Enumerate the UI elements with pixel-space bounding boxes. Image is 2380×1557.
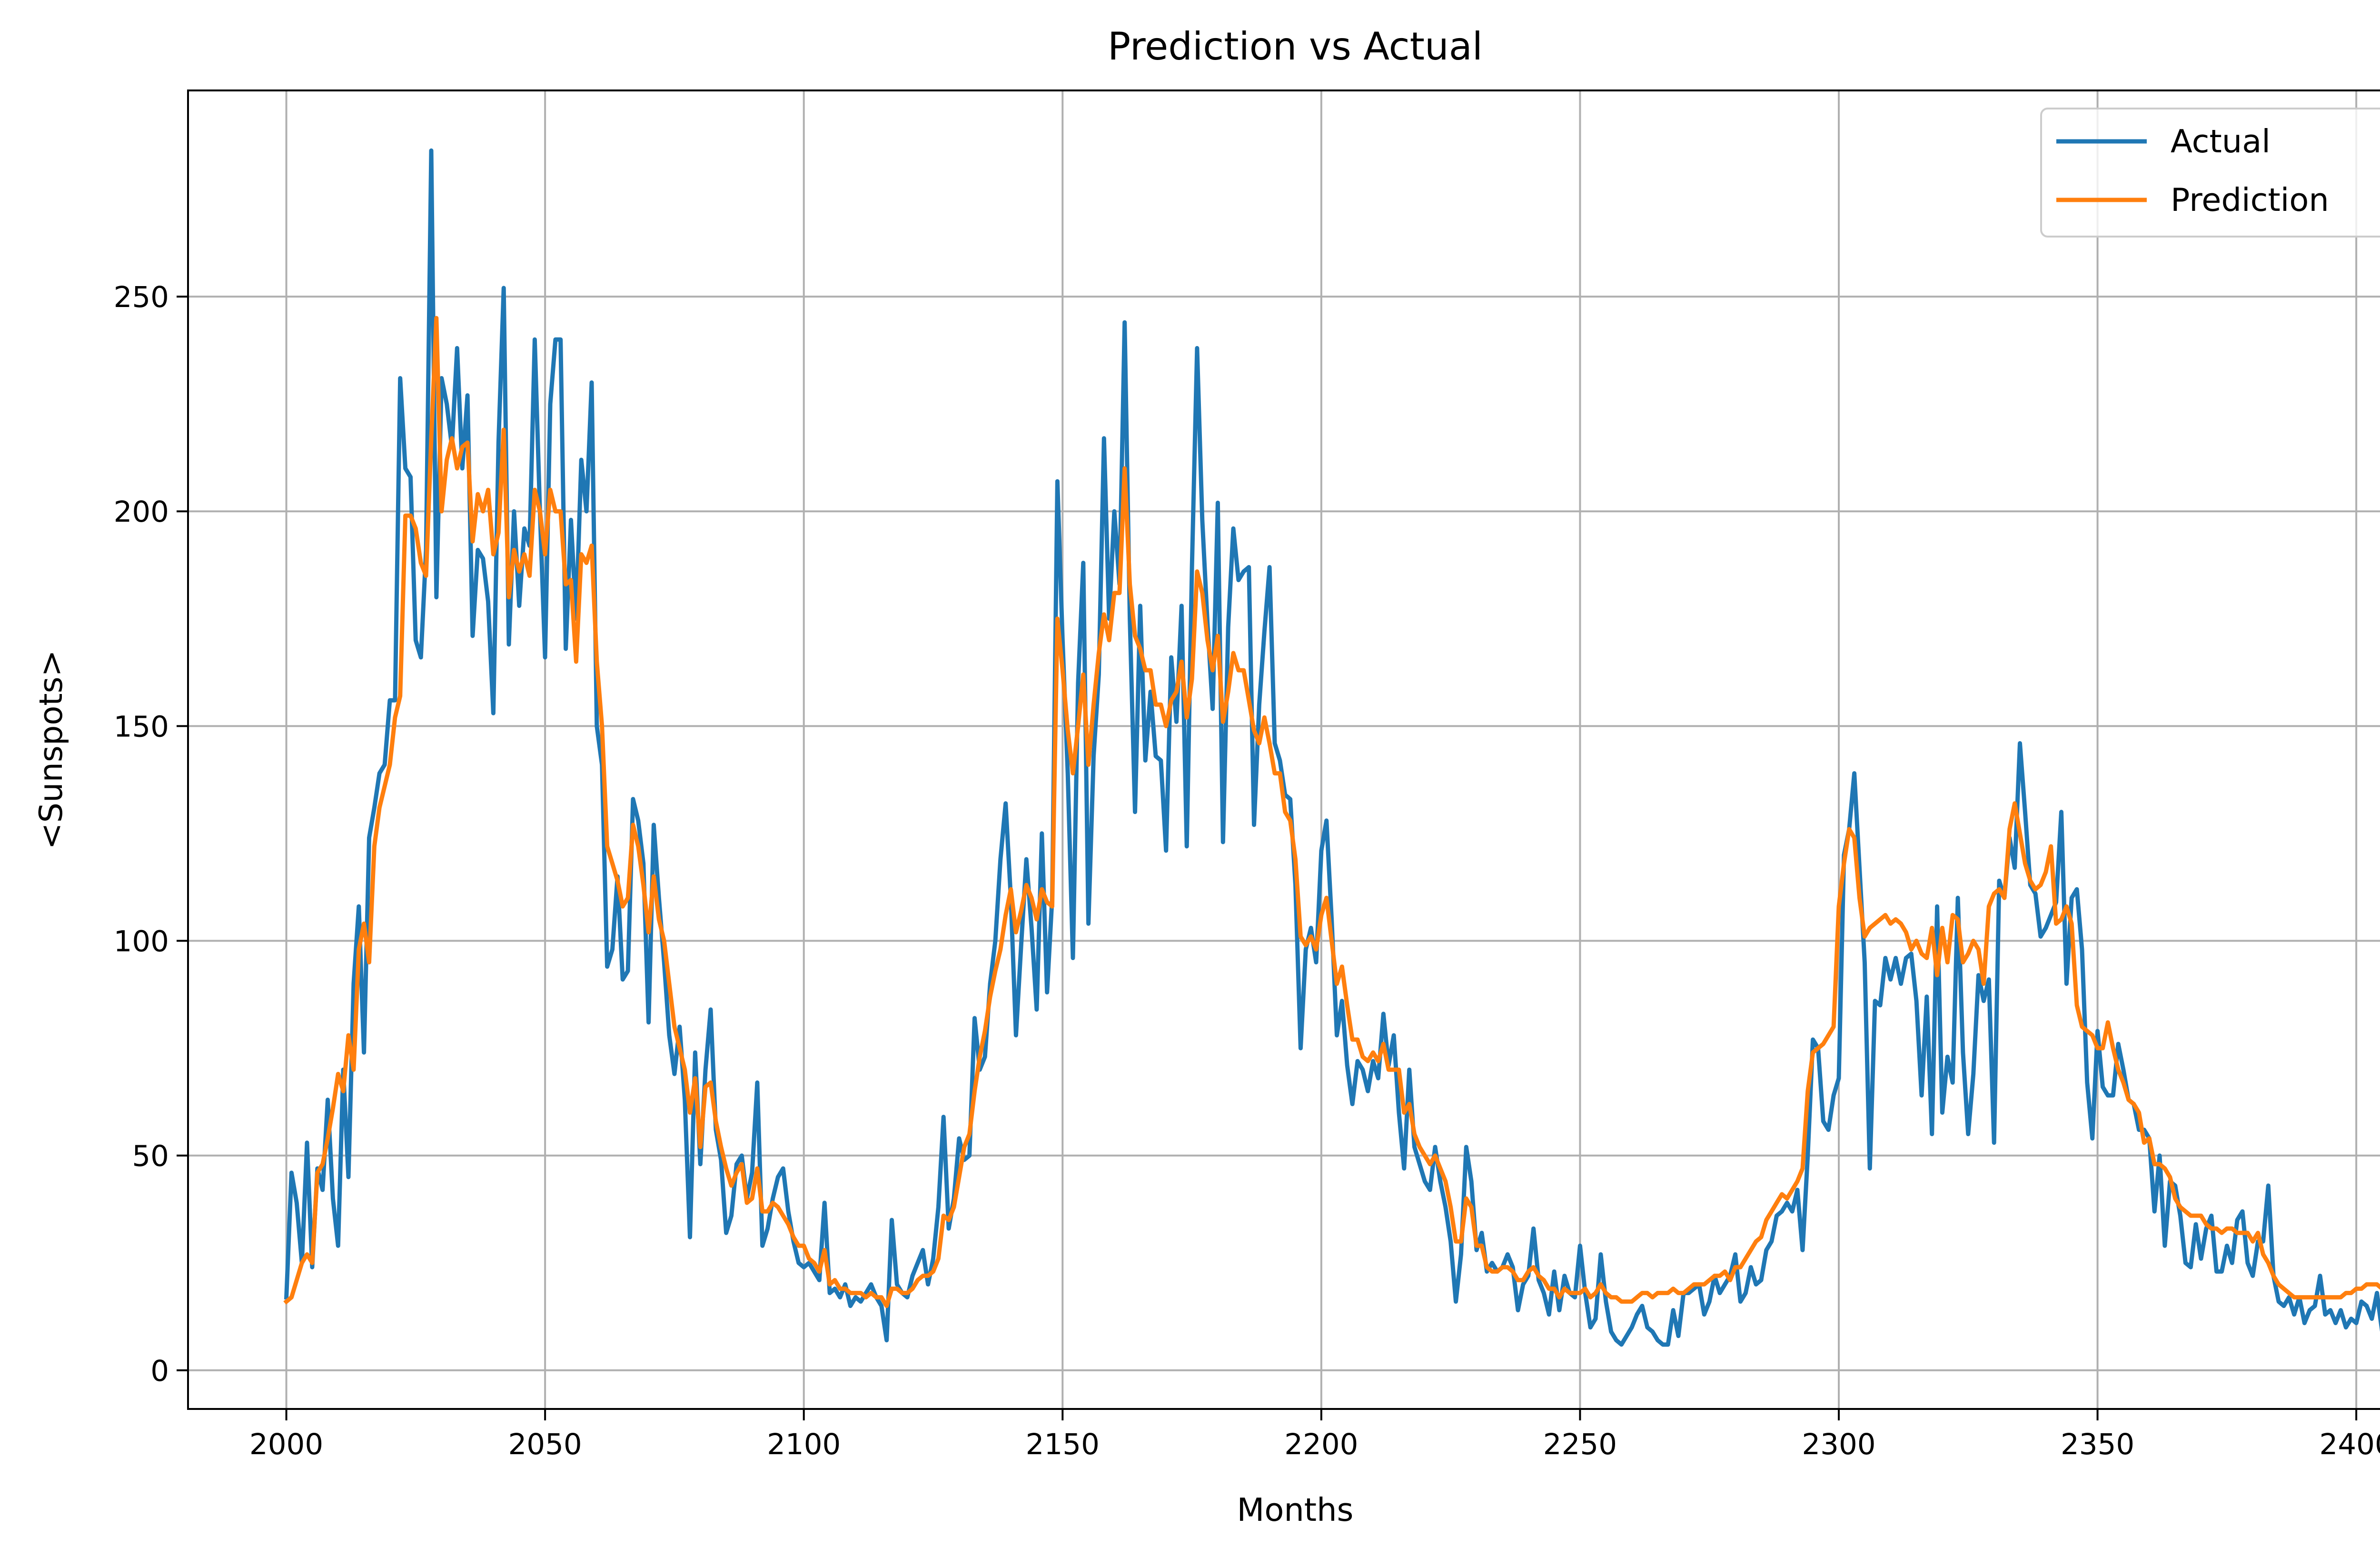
x-tick-label: 2000	[249, 1428, 323, 1461]
y-tick-label: 0	[150, 1354, 169, 1388]
x-tick-label: 2300	[1802, 1428, 1875, 1461]
x-tick-label: 2200	[1284, 1428, 1358, 1461]
legend: Actual Prediction	[2040, 108, 2380, 238]
x-tick-label: 2100	[767, 1428, 841, 1461]
x-tick-label: 2350	[2061, 1428, 2134, 1461]
x-tick-label: 2250	[1543, 1428, 1617, 1461]
x-gridlines	[285, 90, 2358, 1409]
y-tick-label: 50	[132, 1140, 169, 1173]
y-tick-label: 100	[114, 925, 169, 959]
series-layer	[283, 148, 2380, 1347]
series-line-actual	[284, 148, 2380, 1347]
x-tick-label: 2150	[1026, 1428, 1100, 1461]
legend-label-prediction: Prediction	[2171, 181, 2329, 218]
x-tick-label: 2050	[508, 1428, 582, 1461]
y-axis-ticks: 0 50 100 150 200 250	[114, 280, 188, 1388]
y-tick-label: 200	[114, 495, 169, 529]
y-tick-label: 250	[114, 280, 169, 314]
x-axis-label: Months	[1237, 1491, 1354, 1528]
y-axis-label: <Sunspots>	[32, 650, 69, 849]
series-line-prediction	[283, 316, 2380, 1308]
y-tick-label: 150	[114, 710, 169, 744]
chart-title: Prediction vs Actual	[1108, 24, 1483, 69]
plot-frame	[187, 89, 2380, 1410]
legend-label-actual: Actual	[2171, 123, 2271, 160]
